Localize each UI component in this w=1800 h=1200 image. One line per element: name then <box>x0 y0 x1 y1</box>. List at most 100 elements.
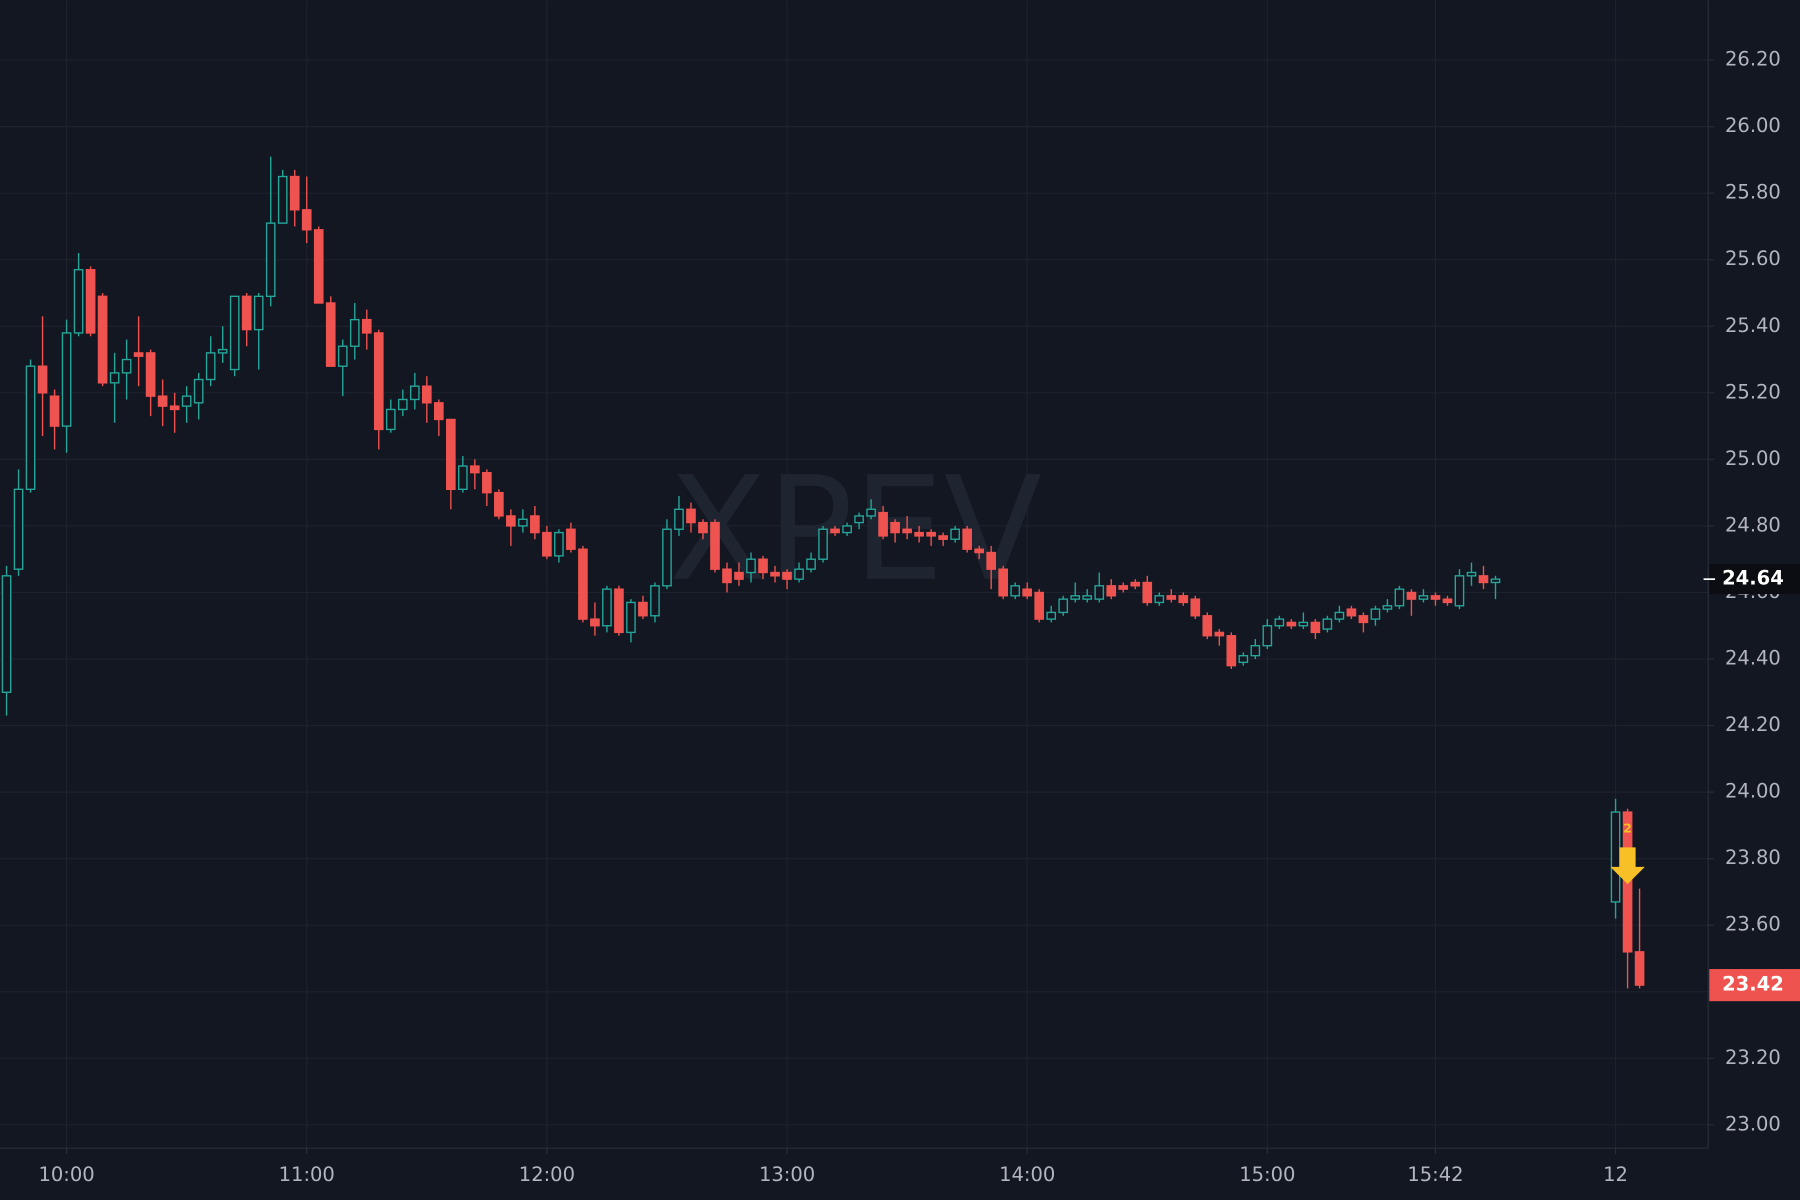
candle-body <box>590 618 600 627</box>
y-tick-label: 26.20 <box>1725 48 1781 71</box>
candle-body <box>85 269 96 334</box>
candle-body <box>530 515 540 534</box>
y-tick-label: 24.20 <box>1725 713 1781 736</box>
grid <box>0 0 1709 1149</box>
x-tick-label: 10:00 <box>38 1163 94 1186</box>
candle-body <box>938 535 948 540</box>
axes: 23.0023.2023.4023.6023.8024.0024.2024.40… <box>38 48 1800 1186</box>
candle-body <box>1154 595 1165 604</box>
candle-body <box>554 531 564 557</box>
candle-body <box>1190 598 1201 617</box>
candle-body <box>1238 655 1249 664</box>
y-tick-label: 26.00 <box>1725 114 1781 137</box>
candle-body <box>73 269 84 334</box>
candle-body <box>1346 608 1357 617</box>
y-tick-label: 24.40 <box>1725 647 1781 670</box>
candle-body <box>1178 595 1189 604</box>
candle-body <box>1070 595 1081 600</box>
signal-arrow <box>1610 847 1645 885</box>
candle-body <box>421 385 432 404</box>
candle-body <box>1454 575 1465 607</box>
candle-body <box>650 585 660 617</box>
candle-body <box>181 395 192 407</box>
signal-label: 2 <box>1623 821 1632 836</box>
candle-body <box>1382 605 1393 610</box>
candle-body <box>373 332 384 431</box>
candles: 2 <box>1 156 1645 989</box>
candle-body <box>1106 585 1117 597</box>
x-tick-label: 14:00 <box>999 1163 1055 1186</box>
candle-body <box>926 531 936 537</box>
candle-body <box>614 588 624 634</box>
candle-body <box>229 295 240 371</box>
candle-body <box>1094 585 1105 600</box>
candle-body <box>1166 595 1177 600</box>
candle-body <box>1082 595 1093 600</box>
y-tick-label: 25.00 <box>1725 447 1781 470</box>
candle-body <box>325 302 336 367</box>
crosshair-price-box <box>1709 564 1800 595</box>
candle-body <box>1358 615 1369 624</box>
candle-body <box>145 352 156 397</box>
candle-body <box>1442 598 1453 604</box>
y-tick-label: 23.80 <box>1725 846 1781 869</box>
candle-body <box>698 521 708 534</box>
candle-body <box>1118 585 1129 590</box>
candle-body <box>626 601 636 634</box>
candle-body <box>37 365 48 394</box>
candle-body <box>1322 618 1333 630</box>
candle-body <box>349 318 360 347</box>
candle-body <box>205 352 216 381</box>
x-tick-label: 15:42 <box>1407 1163 1463 1186</box>
candle-body <box>361 318 372 334</box>
candle-body <box>1046 611 1057 620</box>
candle-body <box>1130 581 1141 587</box>
x-tick-label: 12:00 <box>519 1163 575 1186</box>
candle-body <box>1226 635 1237 667</box>
candle-body <box>277 175 288 224</box>
candle-body <box>217 348 228 354</box>
candle-body <box>265 222 276 298</box>
y-tick-label: 25.80 <box>1725 181 1781 204</box>
candle-body <box>1634 951 1645 986</box>
candle-body <box>337 345 348 367</box>
candle-body <box>518 518 528 527</box>
candle-body <box>470 465 480 474</box>
candle-body <box>806 558 816 570</box>
candle-body <box>890 521 900 534</box>
candle-body <box>1394 588 1405 607</box>
crosshair-price-label: 24.64 <box>1722 567 1784 590</box>
candle-body <box>253 295 264 331</box>
candle-body <box>1022 588 1033 597</box>
candle-body <box>97 295 108 384</box>
candle-body <box>782 571 792 580</box>
candle-body <box>878 511 888 537</box>
candle-body <box>734 571 744 580</box>
last-price-label: 23.42 <box>1722 973 1784 996</box>
candle-body <box>433 402 444 421</box>
candle-body <box>662 528 672 587</box>
candle-body <box>998 568 1009 597</box>
y-tick-label: 24.00 <box>1725 780 1781 803</box>
candle-body <box>121 358 132 374</box>
candle-body <box>986 551 996 570</box>
x-tick-label: 15:00 <box>1239 1163 1295 1186</box>
candle-body <box>542 531 552 557</box>
candle-body <box>1286 621 1297 627</box>
candle-body <box>974 548 984 554</box>
candle-body <box>1370 608 1381 620</box>
candle-body <box>1466 571 1477 577</box>
candle-body <box>866 508 876 517</box>
y-tick-label: 23.60 <box>1725 913 1781 936</box>
candle-body <box>49 395 60 427</box>
candle-body <box>914 531 924 537</box>
candle-body <box>1274 618 1285 627</box>
candle-body <box>746 558 756 574</box>
candle-body <box>169 405 180 411</box>
last-price-box <box>1709 969 1800 1002</box>
candle-body <box>1034 591 1045 620</box>
candle-body <box>1142 581 1153 604</box>
